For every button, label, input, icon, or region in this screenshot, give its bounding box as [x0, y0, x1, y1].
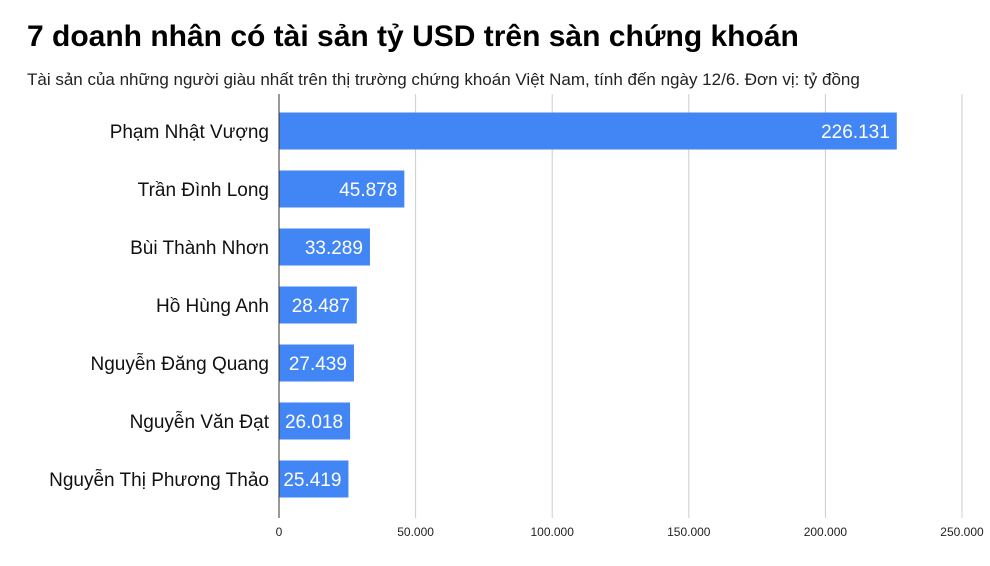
category-label: Nguyễn Văn Đạt — [130, 411, 270, 433]
x-tick-label: 200.000 — [804, 525, 848, 539]
bar — [279, 228, 370, 266]
category-label: Nguyễn Đăng Quang — [90, 353, 269, 375]
category-label: Trần Đình Long — [138, 180, 269, 201]
chart-subtitle: Tài sản của những người giàu nhất trên t… — [27, 70, 860, 89]
data-label: 26.018 — [285, 412, 343, 433]
bar — [279, 286, 357, 324]
data-label: 25.419 — [283, 470, 341, 491]
x-tick-label: 50.000 — [397, 525, 434, 539]
category-label: Bùi Thành Nhơn — [130, 238, 269, 259]
category-label: Hồ Hùng Anh — [156, 296, 269, 317]
x-tick-label: 150.000 — [667, 525, 711, 539]
x-tick-label: 100.000 — [531, 525, 575, 539]
bar — [279, 402, 351, 440]
bar — [279, 112, 897, 150]
chart-title: 7 doanh nhân có tài sản tỷ USD trên sàn … — [27, 20, 799, 53]
bar — [279, 460, 349, 498]
category-label: Phạm Nhật Vượng — [110, 122, 269, 143]
category-label: Nguyễn Thị Phương Thảo — [49, 469, 269, 491]
data-label: 28.487 — [292, 296, 350, 317]
x-tick-label: 250.000 — [940, 525, 984, 539]
x-tick-label: 0 — [276, 525, 283, 539]
data-label: 45.878 — [339, 180, 397, 201]
data-label: 33.289 — [305, 238, 363, 259]
bar — [279, 344, 354, 382]
bar — [279, 170, 405, 208]
data-label: 27.439 — [289, 354, 347, 375]
data-label: 226.131 — [821, 122, 890, 143]
